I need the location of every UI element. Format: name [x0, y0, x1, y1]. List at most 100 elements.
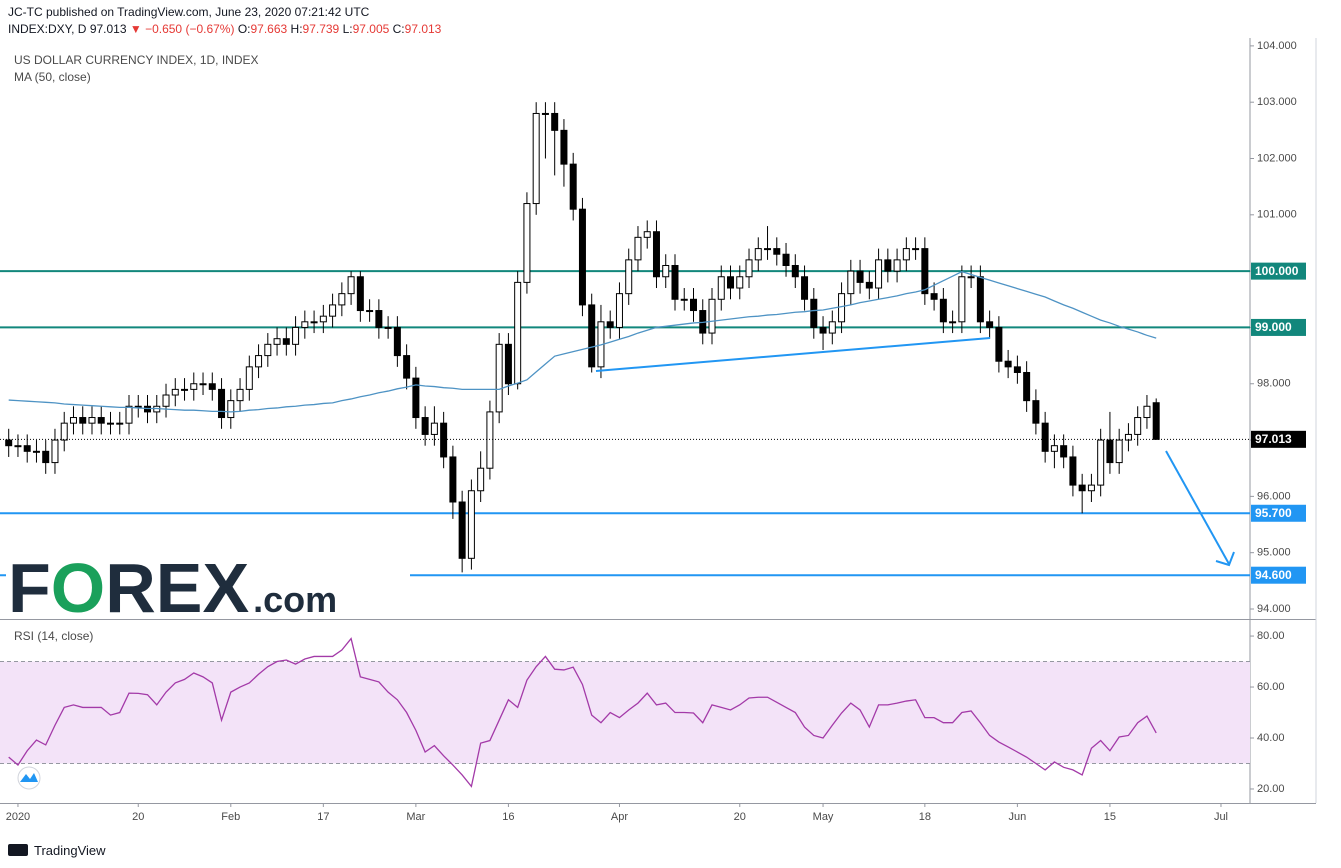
y-tick-label: 101.000 [1257, 209, 1297, 221]
candle-body [97, 417, 105, 424]
level-label: 99.000 [1255, 320, 1292, 334]
candle-body [958, 276, 966, 323]
candle-body [912, 248, 920, 251]
candle-body [652, 231, 660, 278]
ma-title: MA (50, close) [14, 70, 91, 84]
candle-body [162, 394, 170, 407]
ohlc-value: 97.013 [405, 22, 442, 36]
candle-body [1069, 456, 1077, 486]
candle-body [412, 377, 420, 419]
candle-body [986, 321, 994, 328]
logo: FOREX .com [8, 549, 337, 627]
level-label: 94.600 [1255, 568, 1292, 582]
candle-body [634, 236, 642, 261]
last-price-label: 97.013 [1255, 432, 1292, 446]
arrow-line [1165, 450, 1230, 565]
candle-body [801, 276, 809, 300]
candle-body [32, 450, 40, 453]
y-tick-label: 94.000 [1257, 603, 1291, 615]
rsi-y-tick-label: 80.00 [1257, 630, 1285, 642]
x-tick-label: 16 [502, 811, 514, 823]
ohlc-value: 97.739 [303, 22, 340, 36]
candle-body [856, 270, 864, 283]
candle-body [893, 259, 901, 272]
candle-body [736, 276, 744, 289]
candle-body [366, 310, 374, 313]
candle-body [495, 343, 503, 413]
candle-body [1050, 445, 1058, 452]
candle-body [1041, 422, 1049, 452]
rsi-y-tick-label: 60.00 [1257, 681, 1285, 693]
level-label-box [1251, 318, 1306, 336]
candle-body [347, 276, 355, 295]
candle-body [227, 400, 235, 419]
candle-body [532, 112, 540, 205]
candle-body [541, 112, 549, 115]
last-price: 97.013 [90, 22, 127, 36]
candle-body [884, 259, 892, 272]
candle-body [134, 405, 142, 408]
x-tick-label: Apr [611, 811, 628, 823]
candle-body [560, 129, 568, 165]
candle-body [375, 310, 383, 328]
ohlc-value: 97.005 [353, 22, 390, 36]
level-label-box [1251, 566, 1306, 584]
candle-body [847, 270, 855, 295]
candle-body [181, 388, 189, 391]
candle-body [708, 298, 716, 334]
x-tick-label: Jul [1214, 811, 1228, 823]
candle-body [310, 321, 318, 324]
candle-body [625, 259, 633, 295]
plot-area: 94.00095.00096.00097.00098.00099.000100.… [0, 40, 1306, 823]
candle-body [208, 383, 216, 390]
candle-body [569, 163, 577, 210]
candle-body [171, 388, 179, 396]
candle-body [282, 338, 290, 345]
x-tick-label: 20 [734, 811, 746, 823]
candle-body [467, 490, 475, 559]
change: ▼ −0.650 (−0.67%) [130, 22, 235, 36]
trend-line [595, 337, 991, 372]
candle-body [754, 248, 762, 261]
candle-body [551, 112, 559, 131]
candle-body [1078, 484, 1086, 492]
candle-body [1087, 484, 1095, 492]
candle-body [255, 355, 263, 368]
candle-body [1152, 402, 1160, 440]
candle-body [819, 326, 827, 334]
x-tick-label: Mar [406, 811, 425, 823]
candle-body [773, 248, 781, 255]
candle-body [421, 417, 429, 435]
candle-body [106, 422, 114, 425]
candle-body [995, 326, 1003, 362]
candle-body [51, 439, 59, 464]
candle-body [838, 293, 846, 323]
candle-body [865, 281, 873, 289]
rsi-y-tick-label: 20.00 [1257, 783, 1285, 795]
candle-body [875, 259, 883, 289]
candle-body [671, 264, 679, 300]
candle-body [717, 276, 725, 300]
candle-body [403, 355, 411, 379]
candle-body [236, 388, 244, 402]
candle-body [782, 253, 790, 266]
level-label: 95.700 [1255, 506, 1292, 520]
candle-body [727, 276, 735, 289]
last-price-box [1251, 430, 1306, 448]
candle-body [1023, 371, 1031, 402]
level-label-box [1251, 504, 1306, 522]
logo-part: REX [105, 549, 249, 627]
x-tick-label: 2020 [6, 811, 30, 823]
candle-body [477, 467, 485, 492]
candle-body [745, 259, 753, 278]
candle-body [976, 276, 984, 323]
rsi-line [8, 637, 1157, 788]
candle-body [60, 422, 68, 441]
x-tick-label: Feb [221, 811, 240, 823]
rsi-title: RSI (14, close) [14, 629, 93, 643]
footer-icon [8, 844, 28, 856]
candle-body [5, 439, 13, 447]
candle-body [689, 298, 697, 312]
x-tick-label: 20 [132, 811, 144, 823]
